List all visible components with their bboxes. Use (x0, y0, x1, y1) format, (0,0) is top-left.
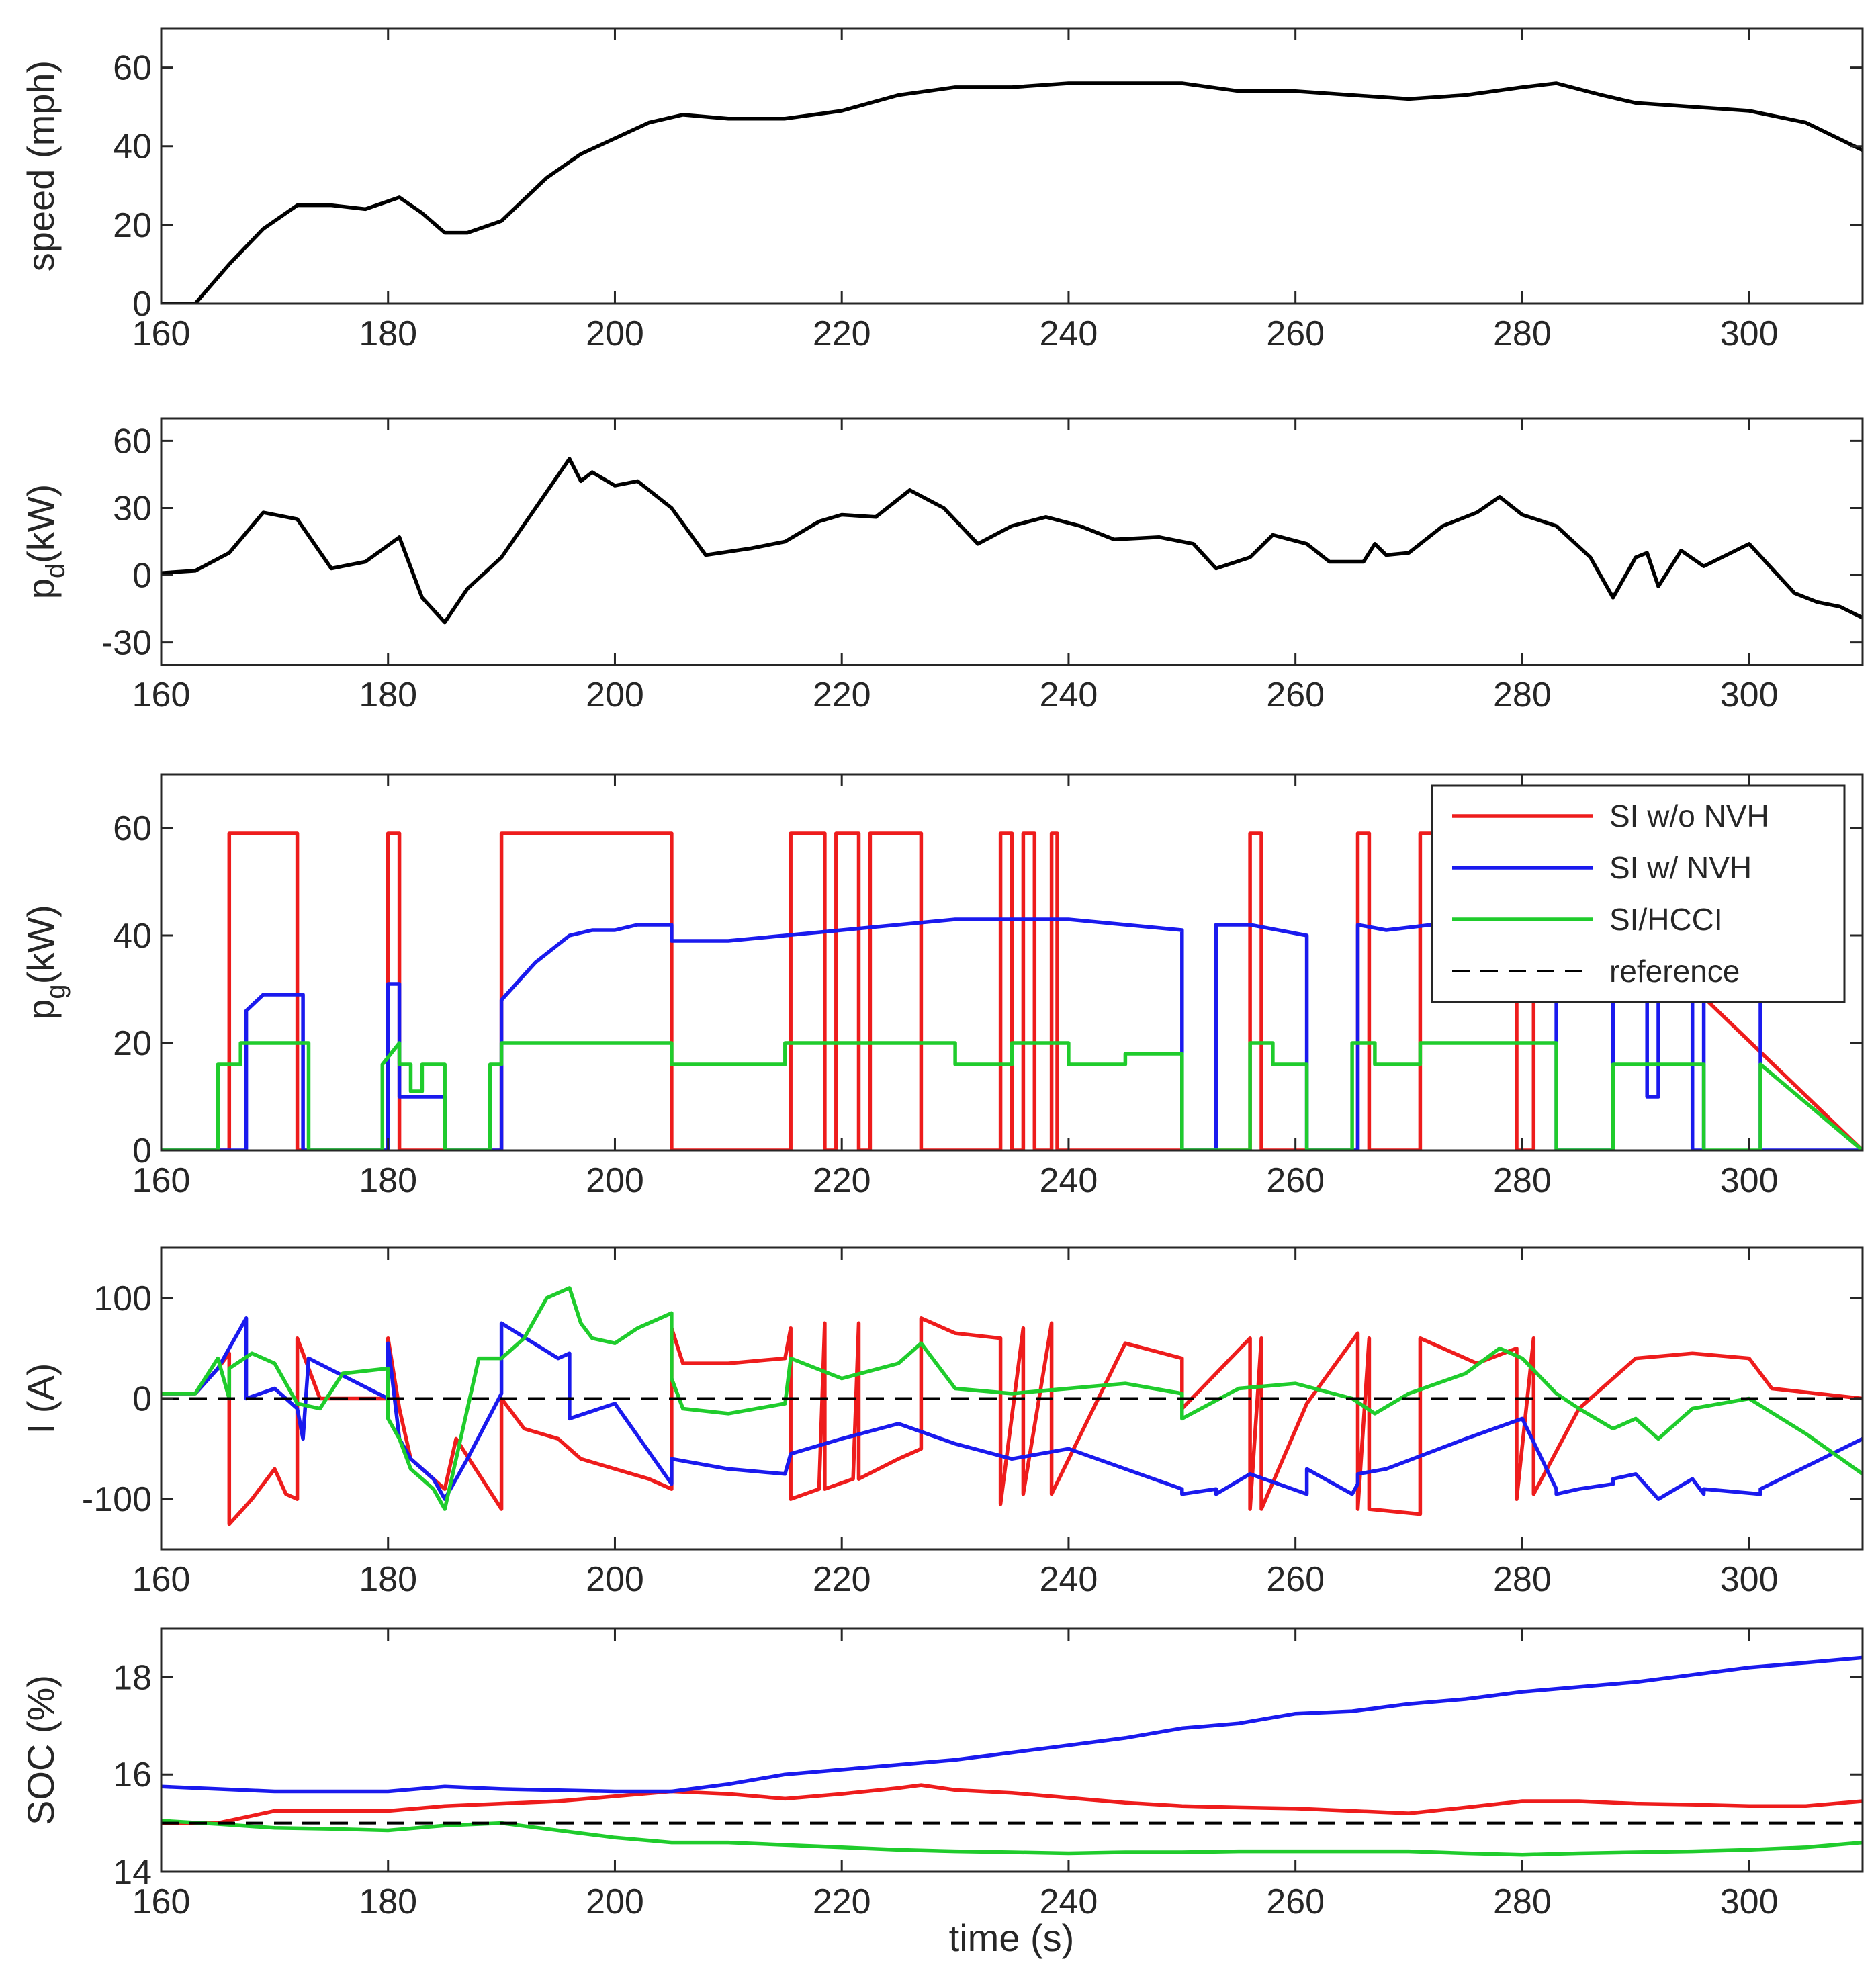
y-tick-label: 60 (113, 809, 152, 848)
x-tick-label: 280 (1493, 1882, 1552, 1921)
axes-box (160, 1627, 1864, 1873)
legend-label: SI/HCCI (1609, 902, 1723, 937)
x-tick-label: 260 (1266, 676, 1325, 715)
y-tick-label: 14 (113, 1853, 152, 1892)
x-tick-label: 280 (1493, 676, 1552, 715)
series-si-hcci (161, 1819, 1863, 1857)
y-tick-label: 40 (113, 128, 152, 167)
x-tick-label: 180 (359, 1882, 417, 1921)
subplot-2: 160 180 200 220 240 260 280 300 -30 0 30 60 pd(kW) (19, 417, 1864, 715)
x-tick-label: 240 (1040, 314, 1098, 353)
x-tick-label: 300 (1720, 676, 1779, 715)
y-tick-label: -100 (82, 1480, 152, 1519)
y-axis-label: pg(kW) (19, 905, 71, 1020)
subplot-5: 160 180 200 220 240 260 280 300 14 16 18 SOC (%) (19, 1627, 1864, 1921)
x-tick-label: 220 (813, 1560, 871, 1599)
plot-area (161, 1655, 1863, 1857)
y-tick-label: 40 (113, 917, 152, 956)
y-axis-label: pd(kW) (19, 484, 71, 600)
subplot-1: 160 180 200 220 240 260 280 300 0 20 40 60 speed (mp… (19, 27, 1864, 353)
x-tick-label: 200 (586, 676, 644, 715)
axes-box (160, 417, 1864, 666)
x-tick-label: 280 (1493, 1560, 1552, 1599)
y-axis-label: speed (mph) (19, 60, 62, 271)
legend-label: SI w/o NVH (1609, 799, 1769, 833)
y-tick-label: 30 (113, 489, 152, 528)
x-tick-label: 160 (132, 1560, 191, 1599)
x-tick-label: 160 (132, 314, 191, 353)
legend-label: reference (1609, 954, 1740, 989)
series-si-w-o-nvh (161, 1783, 1863, 1825)
x-tick-label: 180 (359, 1560, 417, 1599)
series-p-d (161, 457, 1863, 625)
x-tick-label: 160 (132, 676, 191, 715)
x-tick-label: 300 (1720, 314, 1779, 353)
x-tick-label: 300 (1720, 1560, 1779, 1599)
series-si-hcci (161, 1286, 1863, 1511)
x-tick-label: 160 (132, 1882, 191, 1921)
series-si-hcci (161, 1041, 1863, 1150)
x-tick-label: 240 (1040, 1560, 1098, 1599)
x-tick-label: 180 (359, 676, 417, 715)
series-speed (161, 81, 1863, 304)
x-axis-label: time (s) (949, 1917, 1075, 1959)
y-tick-label: 20 (113, 206, 152, 245)
y-tick-label: 60 (113, 422, 152, 461)
x-tick-label: 260 (1266, 314, 1325, 353)
x-tick-label: 300 (1720, 1161, 1779, 1200)
x-tick-label: 300 (1720, 1882, 1779, 1921)
y-tick-label: 0 (132, 557, 152, 596)
series-si-w-nvh (161, 1655, 1863, 1794)
plot-area (161, 457, 1863, 625)
y-tick-label: 0 (132, 285, 152, 324)
x-tick-label: 200 (586, 1560, 644, 1599)
subplot-4: 160 180 200 220 240 260 280 300 -100 0 100 I (A) (19, 1246, 1864, 1599)
series-si-w-nvh (161, 1316, 1863, 1501)
x-tick-label: 200 (586, 1882, 644, 1921)
y-axis-label: I (A) (19, 1363, 62, 1434)
x-tick-label: 280 (1493, 1161, 1552, 1200)
axes-box (160, 773, 1864, 1152)
x-tick-label: 180 (359, 1161, 417, 1200)
y-tick-label: -30 (101, 624, 152, 663)
series-si-w-o-nvh (161, 1316, 1863, 1526)
legend-label: SI w/ NVH (1609, 850, 1752, 885)
x-tick-label: 260 (1266, 1882, 1325, 1921)
x-tick-label: 200 (586, 314, 644, 353)
x-tick-label: 280 (1493, 314, 1552, 353)
y-tick-label: 20 (113, 1024, 152, 1063)
x-tick-label: 240 (1040, 676, 1098, 715)
y-axis-label: SOC (%) (19, 1675, 62, 1825)
legend-box (1431, 784, 1846, 1003)
x-tick-label: 200 (586, 1161, 644, 1200)
legend: SI w/o NVH SI w/ NVH SI/HCCI reference (1431, 784, 1846, 1003)
y-tick-label: 18 (113, 1658, 152, 1697)
y-tick-label: 0 (132, 1132, 152, 1171)
x-tick-label: 260 (1266, 1161, 1325, 1200)
subplot-3: 160 180 200 220 240 260 280 300 0 20 40 60 pg(kW) SI … (19, 773, 1864, 1200)
y-tick-label: 60 (113, 49, 152, 88)
x-tick-label: 220 (813, 1882, 871, 1921)
y-tick-label: 16 (113, 1755, 152, 1794)
x-tick-label: 220 (813, 676, 871, 715)
axes-box (160, 27, 1864, 305)
x-tick-label: 240 (1040, 1161, 1098, 1200)
x-tick-label: 160 (132, 1161, 191, 1200)
x-tick-label: 180 (359, 314, 417, 353)
plot-area (161, 1286, 1863, 1526)
x-tick-label: 240 (1040, 1882, 1098, 1921)
plot-area (161, 81, 1863, 304)
series-si-w-o-nvh (161, 831, 1863, 1150)
x-tick-label: 220 (813, 314, 871, 353)
x-tick-label: 220 (813, 1161, 871, 1200)
y-tick-label: 0 (132, 1380, 152, 1419)
x-tick-label: 260 (1266, 1560, 1325, 1599)
y-tick-label: 100 (93, 1279, 152, 1318)
